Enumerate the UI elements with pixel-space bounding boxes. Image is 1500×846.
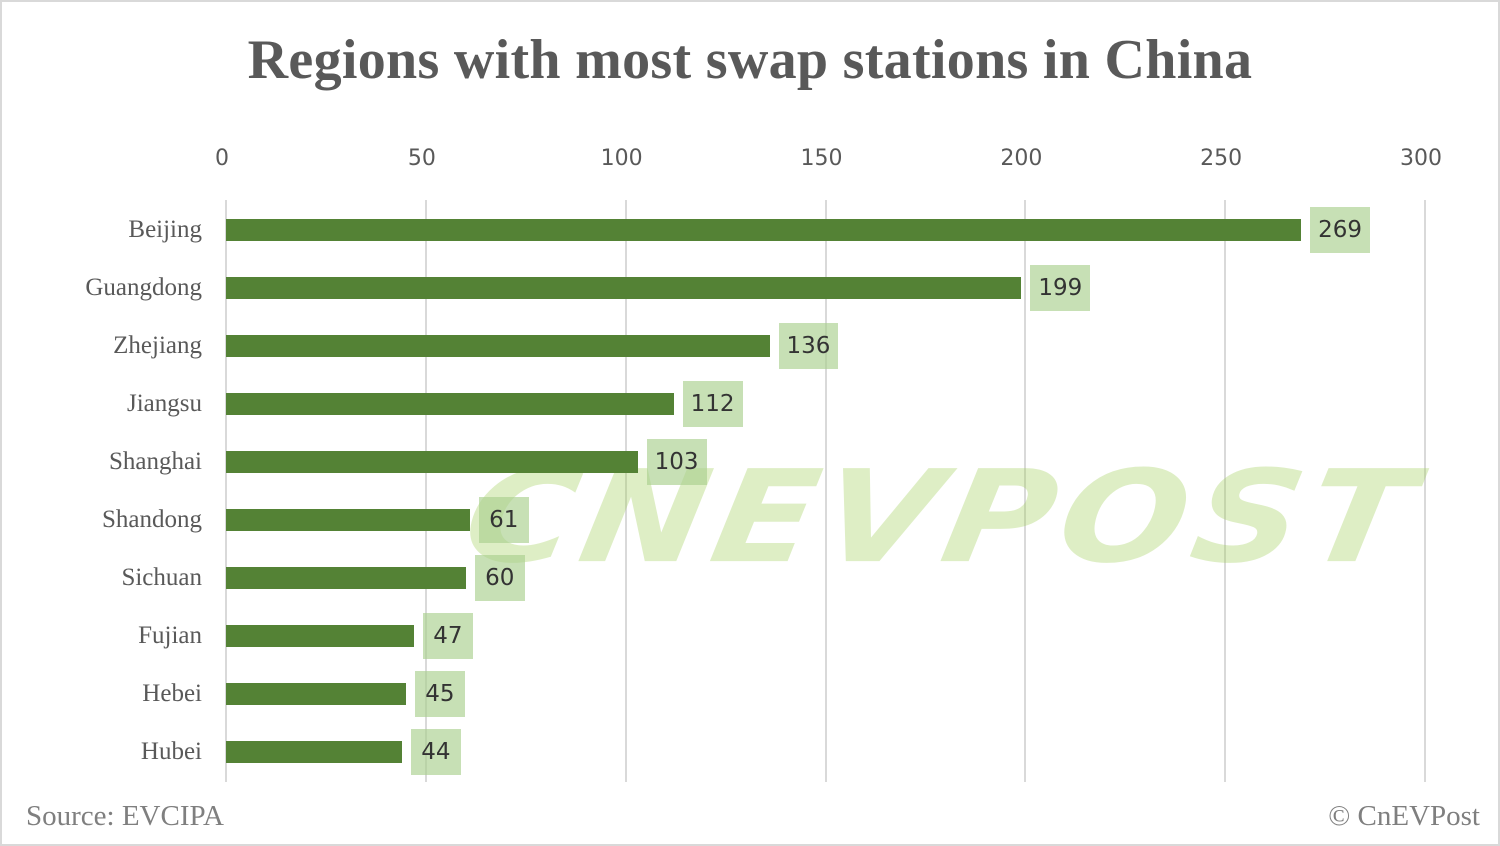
gridline xyxy=(1024,200,1027,782)
bar xyxy=(226,567,466,589)
bar xyxy=(226,219,1302,241)
category-label: Jiangsu xyxy=(127,390,202,417)
category-label: Hubei xyxy=(140,738,202,765)
category-label: Shandong xyxy=(102,506,202,533)
data-label: 103 xyxy=(646,439,707,485)
gridline xyxy=(624,200,627,782)
data-label: 47 xyxy=(422,613,473,659)
data-label: 45 xyxy=(414,671,465,717)
bar xyxy=(226,277,1022,299)
gridline xyxy=(1224,200,1227,782)
bar xyxy=(226,335,770,357)
bar xyxy=(226,683,406,705)
data-label: 60 xyxy=(474,555,525,601)
bar xyxy=(226,451,638,473)
data-label: 44 xyxy=(410,729,461,775)
data-label: 269 xyxy=(1310,207,1370,253)
bar xyxy=(226,509,470,531)
category-label: Fujian xyxy=(138,622,202,649)
x-tick-label: 50 xyxy=(407,146,436,171)
category-label: Hebei xyxy=(142,680,202,707)
bar xyxy=(226,393,674,415)
category-label: Zhejiang xyxy=(113,332,202,359)
x-tick-label: 0 xyxy=(215,146,229,171)
category-label: Guangdong xyxy=(85,274,202,301)
gridline xyxy=(225,200,227,782)
chart-title: Regions with most swap stations in China xyxy=(247,29,1253,91)
gridline xyxy=(424,200,427,782)
data-label: 112 xyxy=(682,381,743,427)
gridline xyxy=(824,200,827,782)
x-tick-label: 150 xyxy=(800,146,843,171)
source-note: Source: EVCIPA xyxy=(26,800,224,832)
watermark: CNEVPOST xyxy=(453,443,1430,592)
x-tick-label: 250 xyxy=(1200,146,1243,171)
x-tick-label: 300 xyxy=(1400,146,1442,171)
category-label: Shanghai xyxy=(108,448,202,475)
data-label: 199 xyxy=(1030,265,1091,311)
data-label: 61 xyxy=(478,497,529,543)
data-label: 136 xyxy=(778,323,839,369)
x-tick-label: 200 xyxy=(1000,146,1043,171)
category-label: Beijing xyxy=(128,216,202,243)
bar xyxy=(226,741,402,763)
bar xyxy=(226,625,414,647)
x-tick-label: 100 xyxy=(600,146,643,171)
category-label: Sichuan xyxy=(121,564,202,591)
copyright-note: © CnEVPost xyxy=(1328,800,1480,832)
gridline xyxy=(1424,200,1426,782)
